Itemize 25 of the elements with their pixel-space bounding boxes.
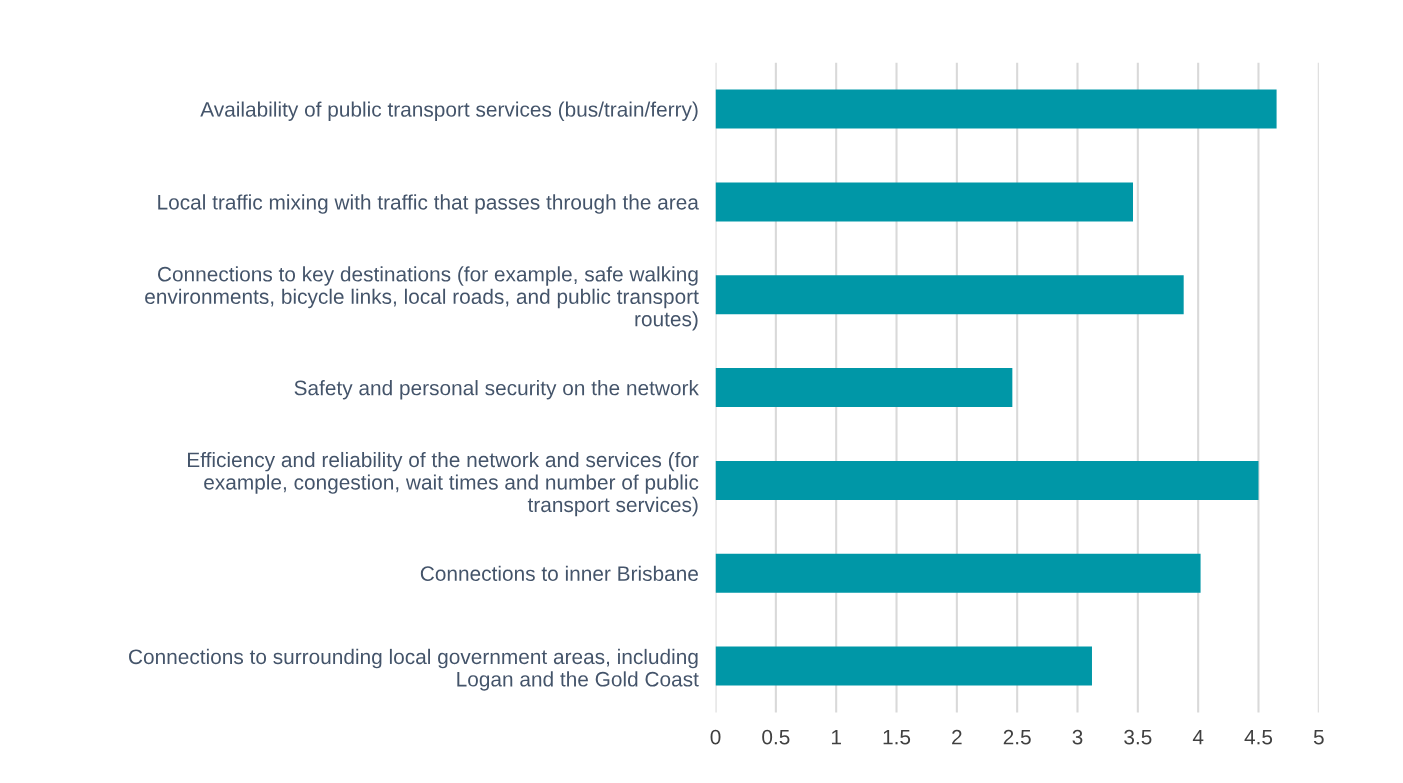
y-tick-label: Connections to key destinations (for example, safe walking environments, bicycle links, local roads, and public transport routes) xyxy=(145,266,699,331)
y-tick-label: Availability of public transport services (bus/train/ferry) xyxy=(200,101,698,121)
x-tick-label: 5 xyxy=(1313,729,1324,745)
bar xyxy=(715,182,1134,222)
x-tick-label: 0 xyxy=(710,729,721,745)
x-tick-label: 4 xyxy=(1192,729,1204,745)
x-tick-label: 2 xyxy=(952,729,962,745)
bar xyxy=(715,89,1277,129)
x-tick-label: 3 xyxy=(1072,729,1083,745)
x-tick-label: 0.5 xyxy=(762,729,790,745)
bar xyxy=(715,553,1201,593)
bar xyxy=(715,646,1092,686)
x-tick-label: 1 xyxy=(831,729,841,745)
bar xyxy=(715,275,1184,315)
x-tick-label: 2.5 xyxy=(1003,729,1031,745)
x-tick-label: 1.5 xyxy=(883,729,911,745)
bar xyxy=(715,368,1013,408)
y-tick-label: Connections to surrounding local government areas, including Logan and the Gold Coast xyxy=(129,648,699,691)
bar xyxy=(715,460,1259,500)
y-tick-label: Local traffic mixing with traffic that passes through the area xyxy=(158,194,699,214)
y-tick-label: Efficiency and reliability of the network and services (for example, congestion, wait times and number of public transport services) xyxy=(188,451,699,517)
y-tick-label: Safety and personal security on the network xyxy=(294,380,699,400)
y-tick-label: Connections to inner Brisbane xyxy=(420,565,698,582)
x-tick-label: 3.5 xyxy=(1124,729,1152,745)
x-tick-label: 4.5 xyxy=(1244,729,1273,745)
